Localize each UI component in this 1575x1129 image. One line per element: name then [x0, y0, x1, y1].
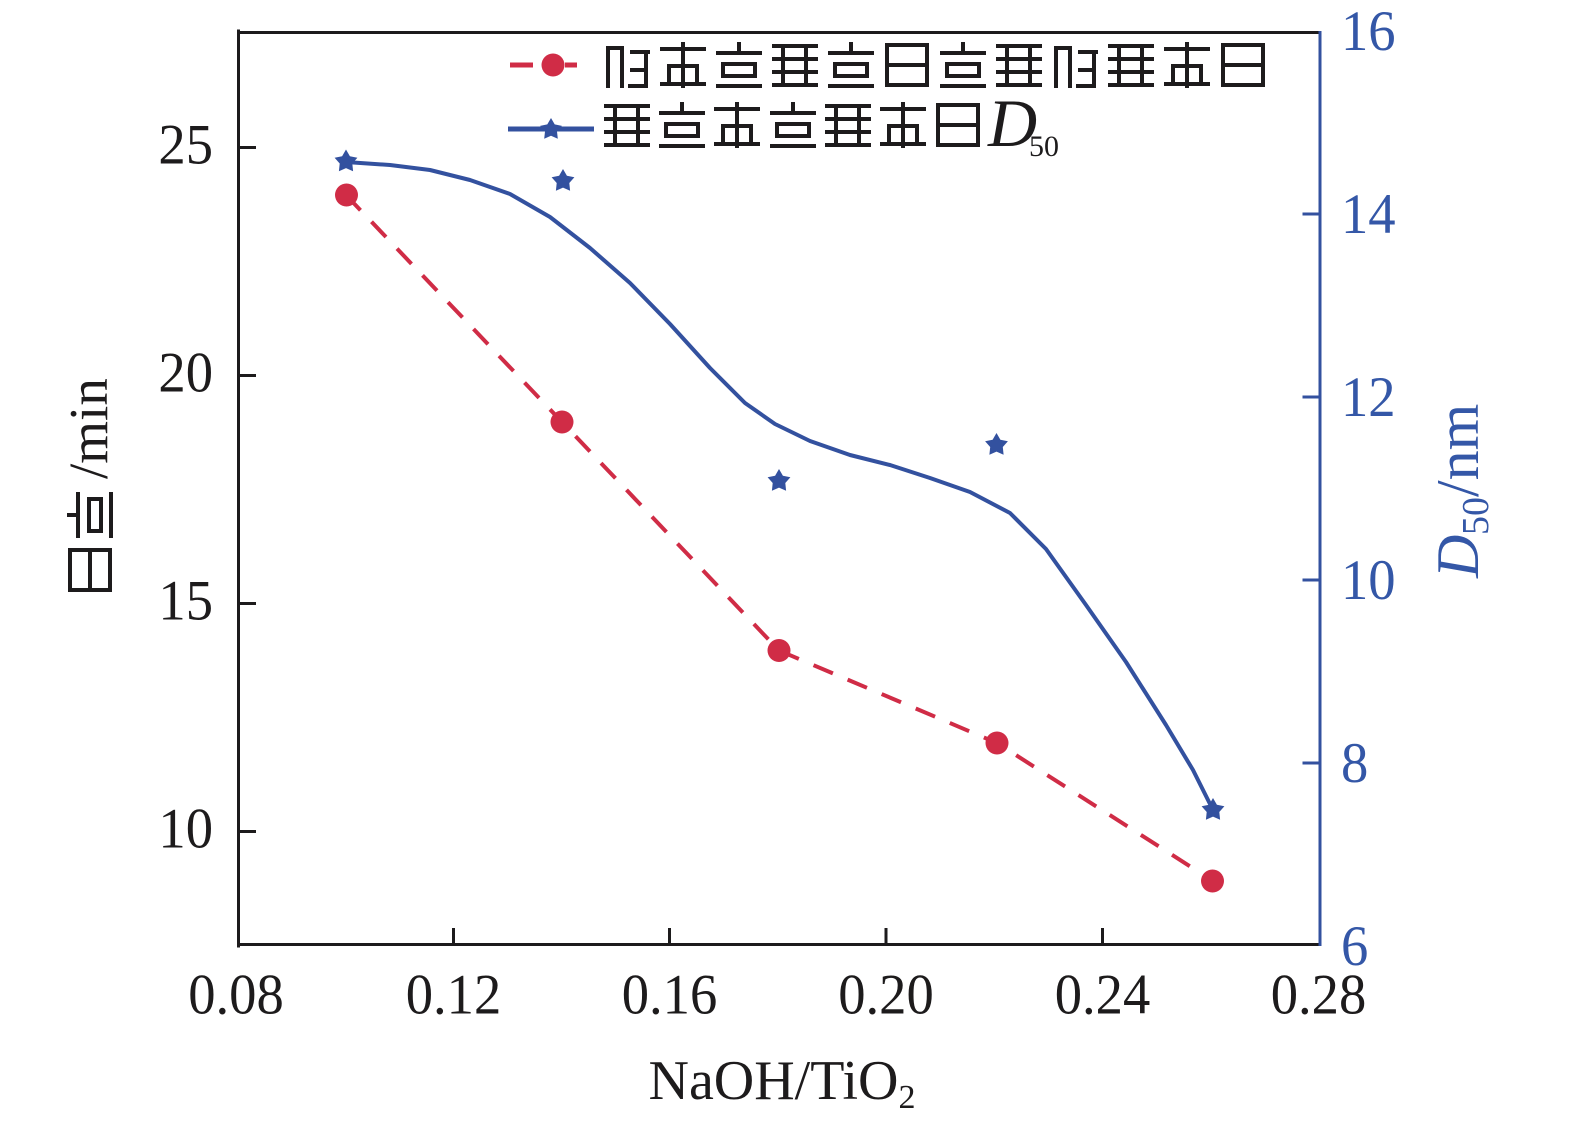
svg-text:12: 12 [1341, 366, 1396, 430]
svg-text:0.28: 0.28 [1271, 963, 1367, 1027]
svg-text:0.08: 0.08 [188, 963, 284, 1027]
svg-text:D: D [1425, 535, 1491, 579]
svg-text:D: D [987, 85, 1037, 161]
svg-text:50: 50 [1455, 497, 1497, 535]
svg-text:10: 10 [158, 797, 213, 861]
svg-text:0.20: 0.20 [838, 963, 934, 1027]
svg-text:25: 25 [158, 113, 213, 177]
svg-text:0.12: 0.12 [406, 963, 502, 1027]
svg-text:15: 15 [158, 569, 213, 633]
svg-text:50: 50 [1029, 130, 1059, 163]
svg-text:6: 6 [1341, 915, 1368, 979]
svg-text:8: 8 [1341, 732, 1368, 796]
svg-text:16: 16 [1341, 0, 1396, 63]
svg-text:NaOH/TiO2: NaOH/TiO2 [649, 1050, 916, 1116]
svg-text:14: 14 [1341, 183, 1396, 247]
svg-text:0.16: 0.16 [622, 963, 718, 1027]
svg-text:10: 10 [1341, 549, 1396, 613]
svg-text:/min: /min [58, 378, 119, 479]
svg-text:/nm: /nm [1425, 404, 1491, 497]
svg-text:0.24: 0.24 [1055, 963, 1151, 1027]
svg-text:20: 20 [158, 341, 213, 405]
